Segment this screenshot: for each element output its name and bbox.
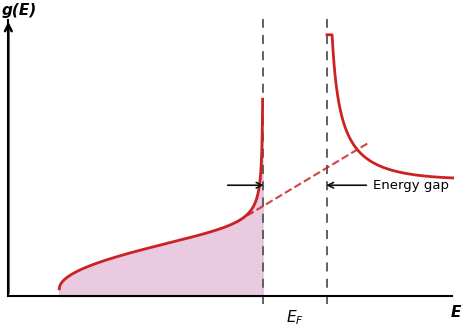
- Text: $E_F$: $E_F$: [286, 308, 304, 327]
- Text: E: E: [451, 305, 461, 320]
- Text: g(E): g(E): [2, 3, 37, 18]
- Text: Energy gap: Energy gap: [373, 179, 449, 192]
